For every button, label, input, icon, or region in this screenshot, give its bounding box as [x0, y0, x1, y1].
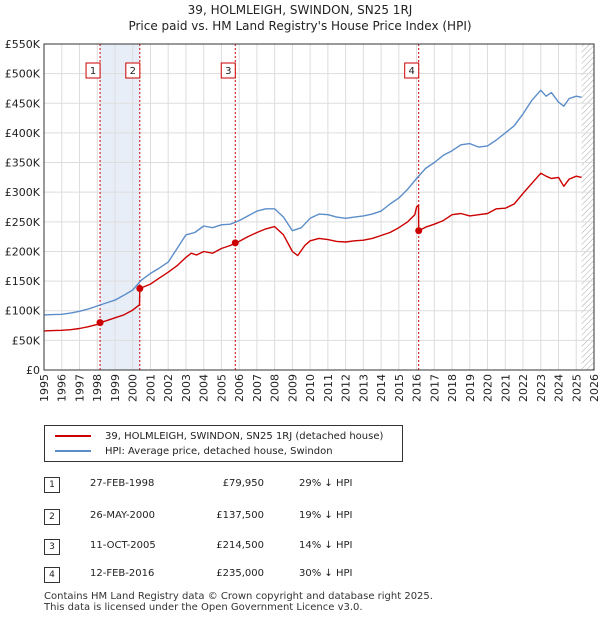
x-tick-label: 2019 [464, 374, 477, 402]
transaction-price: £79,950 [222, 478, 264, 489]
x-tick-label: 2023 [535, 374, 548, 402]
transaction-hpi-diff: 14% ↓ HPI [299, 540, 353, 551]
transaction-label: 3 [225, 66, 231, 77]
footer-line-1: Contains HM Land Registry data © Crown c… [44, 591, 433, 602]
hpi-line [43, 89, 582, 316]
x-tick-label: 2004 [198, 374, 211, 402]
title-line-1: 39, HOLMLEIGH, SWINDON, SN25 1RJ [187, 3, 413, 17]
transaction-number: 4 [44, 567, 60, 583]
transaction-row: 2 26-MAY-2000 £137,500 19% ↓ HPI [44, 508, 544, 528]
property-price-line [43, 172, 582, 332]
y-tick-label: £250K [5, 216, 41, 229]
y-tick-label: £400K [5, 127, 41, 140]
x-tick-label: 2001 [144, 374, 157, 402]
legend-label-property: 39, HOLMLEIGH, SWINDON, SN25 1RJ (detach… [105, 430, 384, 442]
transaction-label-box [85, 62, 101, 79]
x-tick-label: 2020 [482, 374, 495, 402]
x-tick-label: 2000 [127, 374, 140, 402]
legend-swatch-hpi [55, 450, 91, 452]
chart-legend: 39, HOLMLEIGH, SWINDON, SN25 1RJ (detach… [44, 425, 403, 462]
x-tick-label: 2021 [499, 374, 512, 402]
y-tick-label: £200K [5, 245, 41, 258]
x-tick-label: 2012 [340, 374, 353, 402]
x-tick-label: 2007 [251, 374, 264, 402]
transaction-point [415, 227, 423, 235]
y-tick-label: £500K [5, 68, 41, 81]
transaction-date: 11-OCT-2005 [90, 540, 156, 551]
x-tick-label: 2025 [570, 374, 583, 402]
x-tick-label: 2017 [428, 374, 441, 402]
transaction-price: £235,000 [216, 568, 264, 579]
transaction-label-box [220, 62, 236, 79]
x-tick-label: 2022 [517, 374, 530, 402]
footer-line-2: This data is licensed under the Open Gov… [44, 602, 363, 613]
transaction-hpi-diff: 19% ↓ HPI [299, 510, 353, 521]
plot-border [43, 43, 595, 371]
legend-item-hpi: HPI: Average price, detached house, Swin… [55, 443, 333, 459]
transaction-price: £214,500 [216, 540, 264, 551]
transaction-date: 26-MAY-2000 [90, 510, 156, 521]
transaction-number: 3 [44, 539, 60, 555]
y-tick-label: £300K [5, 186, 41, 199]
title-line-2: Price paid vs. HM Land Registry's House … [128, 19, 472, 33]
forecast-hatch [581, 44, 594, 370]
transaction-number: 1 [44, 477, 60, 493]
x-tick-label: 2024 [553, 374, 566, 402]
x-tick-label: 2018 [446, 374, 459, 402]
transaction-row: 1 27-FEB-1998 £79,950 29% ↓ HPI [44, 476, 544, 496]
transaction-hpi-diff: 29% ↓ HPI [299, 478, 353, 489]
transaction-label-box [404, 62, 420, 79]
y-tick-label: £50K [12, 334, 41, 347]
x-tick-label: 2013 [357, 374, 370, 402]
x-tick-label: 2009 [286, 374, 299, 402]
price-chart: 1 2 3 4 £0 £50K £100K £150K £200K £250K £300K £350K… [5, 38, 600, 402]
legend-label-hpi: HPI: Average price, detached house, Swin… [105, 445, 333, 457]
x-tick-label: 2010 [304, 374, 317, 402]
x-tick-label: 1998 [91, 374, 104, 402]
y-tick-label: £350K [5, 157, 41, 170]
transaction-point [136, 285, 144, 292]
transaction-label: 1 [90, 66, 96, 77]
transaction-price: £137,500 [216, 510, 264, 521]
legend-swatch-property [55, 435, 91, 437]
y-tick-label: £550K [5, 38, 41, 51]
x-tick-label: 2008 [269, 374, 282, 402]
legend-item-property: 39, HOLMLEIGH, SWINDON, SN25 1RJ (detach… [55, 428, 383, 444]
y-tick-label: £100K [5, 305, 41, 318]
transaction-hpi-diff: 30% ↓ HPI [299, 568, 353, 579]
transaction-row: 4 12-FEB-2016 £235,000 30% ↓ HPI [44, 566, 544, 586]
y-tick-label: £0 [26, 364, 40, 377]
x-tick-label: 1996 [56, 374, 69, 402]
y-tick-label: £150K [5, 275, 41, 288]
transaction-label: 4 [409, 66, 415, 77]
transaction-point [231, 239, 239, 247]
transaction-date: 12-FEB-2016 [90, 568, 155, 579]
x-tick-label: 2014 [375, 374, 388, 402]
x-tick-label: 2005 [215, 374, 228, 402]
transaction-date: 27-FEB-1998 [90, 478, 155, 489]
transaction-number: 2 [44, 509, 60, 525]
x-tick-label: 2015 [393, 374, 406, 402]
y-tick-label: £450K [5, 97, 41, 110]
x-tick-label: 1995 [38, 374, 51, 402]
transaction-label: 2 [130, 66, 136, 77]
transaction-label-box [125, 62, 141, 79]
x-tick-label: 2011 [322, 374, 335, 402]
footer-attribution: Contains HM Land Registry data © Crown c… [44, 591, 433, 613]
x-tick-label: 1999 [109, 374, 122, 402]
x-tick-label: 2003 [180, 374, 193, 402]
transaction-point [96, 319, 104, 327]
x-tick-label: 2002 [162, 374, 175, 402]
x-tick-label: 1997 [73, 374, 86, 402]
x-tick-label: 2006 [233, 374, 246, 402]
transaction-row: 3 11-OCT-2005 £214,500 14% ↓ HPI [44, 538, 544, 558]
chart-title: 39, HOLMLEIGH, SWINDON, SN25 1RJ Price p… [0, 2, 600, 34]
x-tick-label: 2016 [411, 374, 424, 402]
x-tick-label: 2026 [588, 374, 600, 402]
